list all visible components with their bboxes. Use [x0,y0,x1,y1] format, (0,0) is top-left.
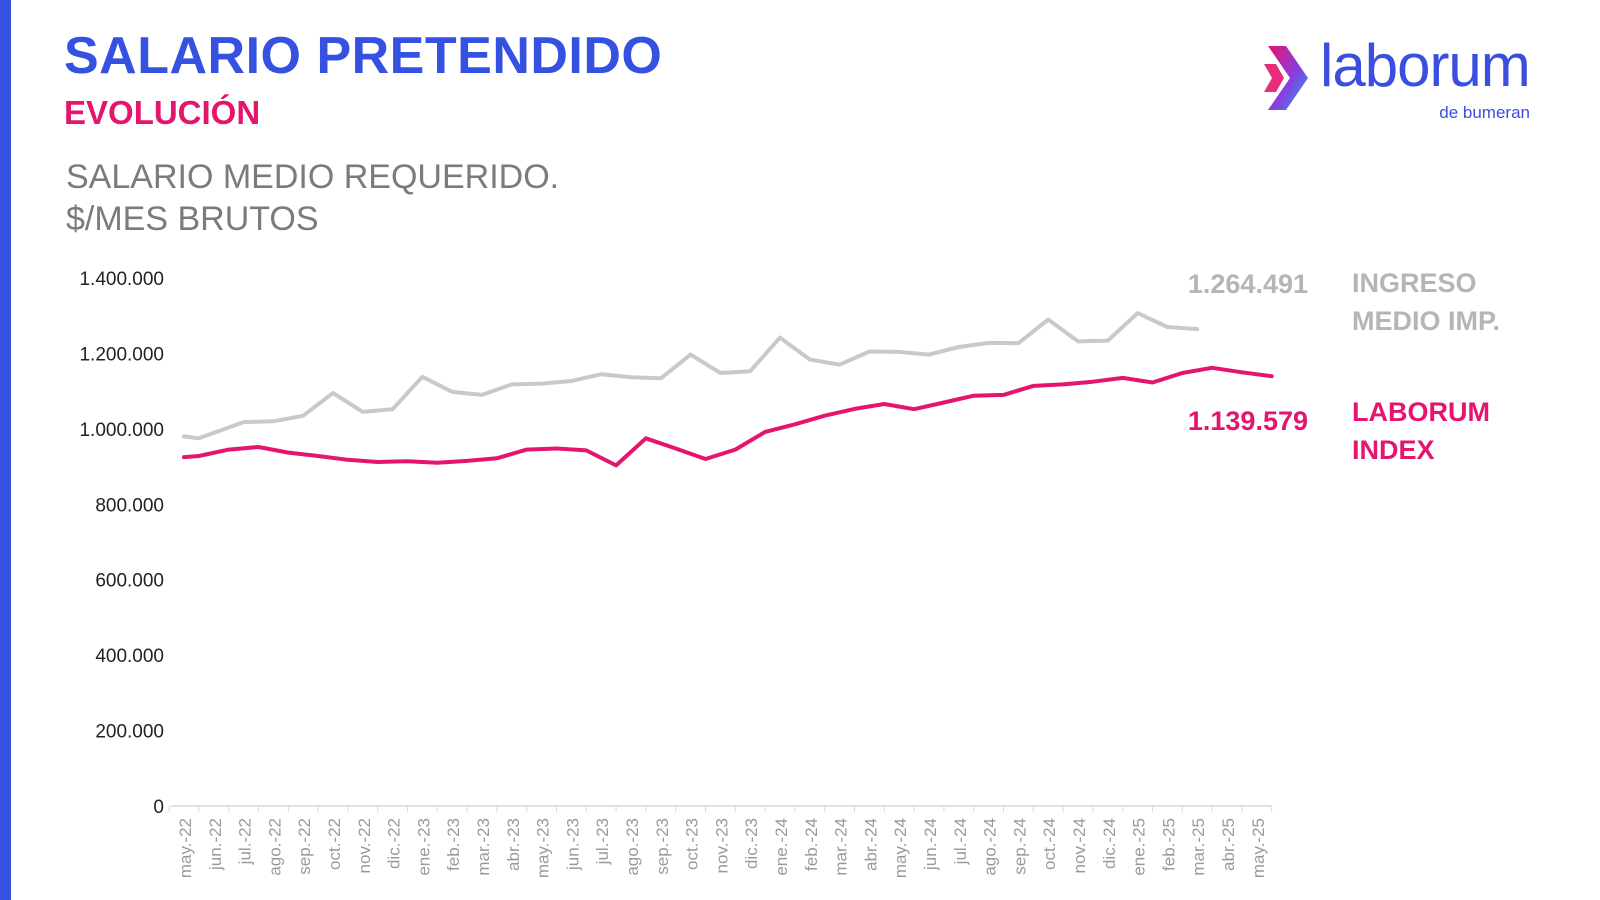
x-tick-label: feb.-25 [1159,818,1178,871]
logo-tagline: de bumeran [1439,103,1530,122]
x-tick-label: nov.-22 [355,818,374,873]
x-tick-label: ago.-24 [981,818,1000,876]
x-tick-label: jul.-22 [236,818,255,865]
legend-laborum-line-1: LABORUM [1352,397,1490,427]
x-tick-label: mar.-24 [832,818,851,876]
x-tick-label: jun.-24 [921,818,940,871]
x-tick-label: ene.-25 [1130,818,1149,876]
x-tick-label: oct.-24 [1040,818,1059,870]
x-tick-label: mar.-25 [1189,818,1208,876]
x-tick-label: may.-22 [176,818,195,878]
legend-ingreso-line-1: INGRESO [1352,268,1477,298]
y-tick-label: 1.200.000 [79,344,164,365]
x-tick-label: nov.-24 [1070,818,1089,873]
x-tick-label: dic.-24 [1100,818,1119,869]
value-label-ingreso: 1.264.491 [1188,269,1308,299]
x-tick-label: abr.-23 [504,818,523,871]
legend-ingreso-line-2: MEDIO IMP. [1352,306,1500,336]
page-subtitle: EVOLUCIÓN [64,94,261,131]
x-tick-label: sep.-22 [295,818,314,875]
x-tick-label: abr.-24 [861,818,880,871]
x-tick-label: feb.-24 [802,818,821,871]
x-tick-label: may.-23 [534,818,553,878]
x-tick-label: mar.-23 [474,818,493,876]
logo-wordmark: laborum [1320,32,1531,99]
chevron-arrow-icon [1264,46,1308,110]
x-tick-label: jul.-24 [951,818,970,865]
y-tick-label: 600.000 [95,571,164,592]
x-tick-label: ago.-22 [265,818,284,876]
y-tick-label: 200.000 [95,722,164,743]
x-tick-label: dic.-22 [385,818,404,869]
series-line-laborum-index [182,365,1274,468]
left-accent-bar [0,0,11,900]
x-tick-label: abr.-25 [1219,818,1238,871]
chart-title-line-2: $/MES BRUTOS [66,200,319,238]
y-tick-label: 1.000.000 [79,420,164,441]
laborum-logo: laborum de bumeran [1262,36,1552,132]
x-tick-label: ago.-23 [623,818,642,876]
value-label-laborum-index: 1.139.579 [1188,406,1308,436]
y-tick-label: 400.000 [95,646,164,667]
x-tick-label: may.-24 [891,818,910,878]
x-tick-label: jun.-23 [563,818,582,871]
x-tick-label: jun.-22 [206,818,225,871]
x-tick-label: sep.-23 [653,818,672,875]
x-tick-label: may.-25 [1249,818,1268,878]
x-tick-label: ene.-23 [414,818,433,876]
x-tick-label: sep.-24 [1010,818,1029,875]
x-tick-label: oct.-23 [683,818,702,870]
legend-laborum-line-2: INDEX [1352,435,1435,465]
y-tick-label: 1.400.000 [79,269,164,290]
x-tick-label: dic.-23 [742,818,761,869]
y-tick-label: 0 [153,797,164,818]
series-line-ingreso-medio [182,311,1200,441]
chart-title-line-1: SALARIO MEDIO REQUERIDO. [66,158,560,196]
x-tick-label: oct.-22 [325,818,344,870]
page-title: SALARIO PRETENDIDO [64,27,663,85]
x-tick-label: jul.-23 [593,818,612,865]
x-tick-label: feb.-23 [444,818,463,871]
x-tick-label: ene.-24 [772,818,791,876]
chart-title: SALARIO MEDIO REQUERIDO. $/MES BRUTOS [66,156,559,240]
x-tick-label: nov.-23 [712,818,731,873]
y-tick-label: 800.000 [95,495,164,516]
